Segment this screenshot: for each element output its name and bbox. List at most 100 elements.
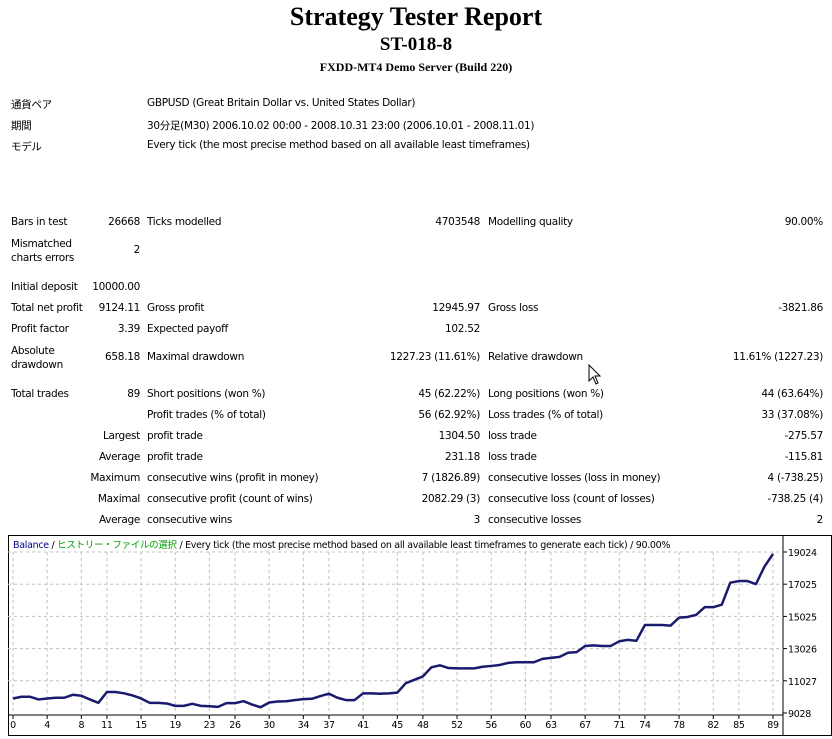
detail-prefix: Maximal [40,493,140,505]
profit-factor-value: 3.39 [80,323,140,335]
loss-trades-value: 33 (37.08%) [673,409,823,421]
y-tick-label: 17025 [788,580,817,591]
maximal-drawdown-value: 1227.23 (11.61%) [330,351,480,363]
x-tick-label: 48 [417,720,429,731]
legend-history: ヒストリー・ファイルの選択 [57,539,177,551]
detail-label-2: consecutive loss (count of losses) [488,493,655,505]
ticks-modelled-value: 4703548 [330,216,480,228]
detail-prefix: Largest [40,430,140,442]
x-tick-label: 63 [545,720,557,731]
detail-value-1: 1304.50 [330,430,480,442]
x-tick-label: 45 [392,720,404,731]
initial-deposit-value: 10000.00 [80,281,140,293]
detail-value-1: 7 (1826.89) [330,472,480,484]
x-tick-label: 0 [10,720,16,731]
x-tick-label: 15 [135,720,147,731]
detail-value-2: -275.57 [673,430,823,442]
long-positions-label: Long positions (won %) [488,388,604,400]
currency-pair-value: GBPUSD (Great Britain Dollar vs. United … [147,97,415,109]
profit-trades-label: Profit trades (% of total) [147,409,266,421]
detail-label-1: profit trade [147,451,203,463]
detail-prefix: Maximum [40,472,140,484]
absolute-drawdown-value: 658.18 [80,351,140,363]
period-value: 30分足(M30) 2006.10.02 00:00 - 2008.10.31 … [147,118,534,133]
y-tick-label: 19024 [788,548,817,559]
detail-value-1: 2082.29 (3) [330,493,480,505]
mismatched-value: 2 [80,244,140,256]
x-tick-label: 26 [229,720,241,731]
currency-pair-label: 通貨ペア [11,97,52,112]
detail-label-2: consecutive losses [488,514,581,526]
detail-label-1: profit trade [147,430,203,442]
chart-legend: Balance / ヒストリー・ファイルの選択 / Every tick (th… [13,539,670,551]
legend-sep: / [49,540,57,551]
detail-label-1: consecutive profit (count of wins) [147,493,313,505]
loss-trades-label: Loss trades (% of total) [488,409,603,421]
x-tick-label: 52 [451,720,463,731]
x-tick-label: 67 [579,720,591,731]
detail-label-2: loss trade [488,451,537,463]
maximal-drawdown-label: Maximal drawdown [147,351,244,363]
gross-profit-value: 12945.97 [330,302,480,314]
model-label: モデル [11,139,42,154]
y-tick-label: 9028 [788,709,811,720]
x-tick-label: 78 [673,720,685,731]
x-tick-label: 34 [298,720,310,731]
gross-loss-label: Gross loss [488,302,538,314]
period-label: 期間 [11,118,31,133]
ticks-modelled-label: Ticks modelled [147,216,221,228]
gross-loss-value: -3821.86 [673,302,823,314]
y-tick-label: 11027 [788,677,817,688]
expected-payoff-label: Expected payoff [147,323,228,335]
x-tick-label: 74 [639,720,651,731]
model-value: Every tick (the most precise method base… [147,139,530,151]
x-tick-label: 41 [357,720,369,731]
total-trades-label: Total trades [11,388,69,400]
profit-trades-value: 56 (62.92%) [330,409,480,421]
detail-value-1: 231.18 [330,451,480,463]
x-tick-label: 82 [707,720,719,731]
expected-payoff-value: 102.52 [330,323,480,335]
x-tick-label: 30 [263,720,275,731]
detail-prefix: Average [40,451,140,463]
balance-chart: Balance / ヒストリー・ファイルの選択 / Every tick (th… [8,535,832,736]
detail-label-1: consecutive wins (profit in money) [147,472,318,484]
relative-drawdown-label: Relative drawdown [488,351,583,363]
relative-drawdown-value: 11.61% (1227.23) [673,351,823,363]
detail-value-2: 4 (-738.25) [673,472,823,484]
mouse-cursor-icon [588,364,602,386]
detail-value-1: 3 [330,514,480,526]
report-subtitle: ST-018-8 [0,34,832,56]
legend-balance: Balance [13,540,49,551]
short-positions-value: 45 (62.22%) [330,388,480,400]
x-tick-label: 56 [485,720,497,731]
modelling-quality-value: 90.00% [673,216,823,228]
detail-label-2: consecutive losses (loss in money) [488,472,660,484]
chart-frame [9,536,832,736]
detail-value-2: 2 [673,514,823,526]
x-tick-label: 23 [204,720,216,731]
legend-rest: / Every tick (the most precise method ba… [177,540,671,551]
total-trades-value: 89 [80,388,140,400]
x-tick-label: 11 [101,720,113,731]
detail-label-2: loss trade [488,430,537,442]
x-tick-label: 8 [78,720,84,731]
y-tick-label: 15025 [788,612,817,623]
report-title: Strategy Tester Report [0,2,832,32]
x-tick-label: 60 [520,720,532,731]
x-tick-label: 19 [169,720,181,731]
short-positions-label: Short positions (won %) [147,388,265,400]
detail-prefix: Average [40,514,140,526]
detail-label-1: consecutive wins [147,514,232,526]
detail-value-2: -115.81 [673,451,823,463]
profit-factor-label: Profit factor [11,323,69,335]
x-tick-label: 85 [733,720,745,731]
modelling-quality-label: Modelling quality [488,216,573,228]
gross-profit-label: Gross profit [147,302,204,314]
long-positions-value: 44 (63.64%) [673,388,823,400]
detail-value-2: -738.25 (4) [673,493,823,505]
y-tick-label: 13026 [788,645,817,656]
x-tick-label: 37 [323,720,335,731]
